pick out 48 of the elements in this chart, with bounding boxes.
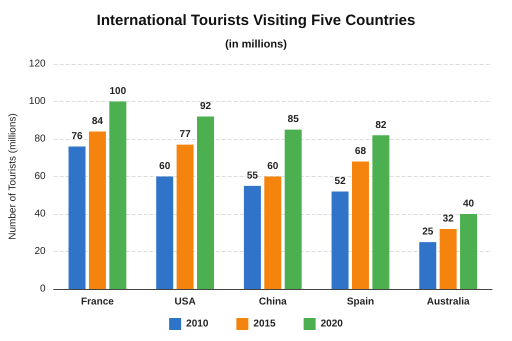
data-label: 68 [354,146,366,157]
x-tick-label: China [258,296,288,308]
legend-label: 2015 [253,318,276,330]
bar [332,192,349,289]
data-label: 84 [92,116,104,127]
y-axis-title: Number of Tourists (millions) [8,113,18,240]
bar [264,176,282,289]
data-label: 60 [159,161,171,172]
y-tick-label: 60 [34,171,46,182]
data-label: 82 [375,120,387,131]
chart-subtitle: (in millions) [225,38,288,50]
bar [176,144,194,289]
x-tick-label: Australia [426,296,470,308]
data-label: 60 [267,161,279,172]
data-label: 55 [246,170,258,182]
x-tick-label: USA [174,296,196,308]
bar [372,135,390,289]
data-label: 52 [334,176,346,187]
bar [284,130,302,289]
data-label: 25 [422,226,434,238]
y-tick-label: 20 [34,246,46,257]
bar [244,186,261,289]
y-tick-label: 0 [40,284,46,294]
data-label: 32 [442,214,454,224]
bar [419,242,436,289]
x-tick-label: France [81,296,114,308]
legend-label: 2020 [320,318,344,330]
y-tick-label: 80 [34,134,46,144]
bar [352,162,369,289]
bar [88,132,106,289]
data-label: 100 [109,86,127,97]
y-tick-label: 120 [28,58,46,70]
bar [109,102,126,289]
bar [197,116,214,289]
data-label: 76 [71,131,84,142]
bar [68,146,86,289]
bar [156,176,174,289]
data-label: 85 [288,114,300,126]
x-tick-label: Spain [346,296,374,308]
y-tick-label: 40 [34,208,46,220]
bar [440,229,457,289]
data-label: 77 [180,129,192,140]
data-label: 92 [200,101,212,112]
legend-label: 2010 [186,318,209,330]
y-tick-label: 100 [28,96,46,107]
bar [460,214,478,289]
data-label: 40 [462,198,475,210]
chart-title: International Tourists Visiting Five Countries [96,12,416,29]
